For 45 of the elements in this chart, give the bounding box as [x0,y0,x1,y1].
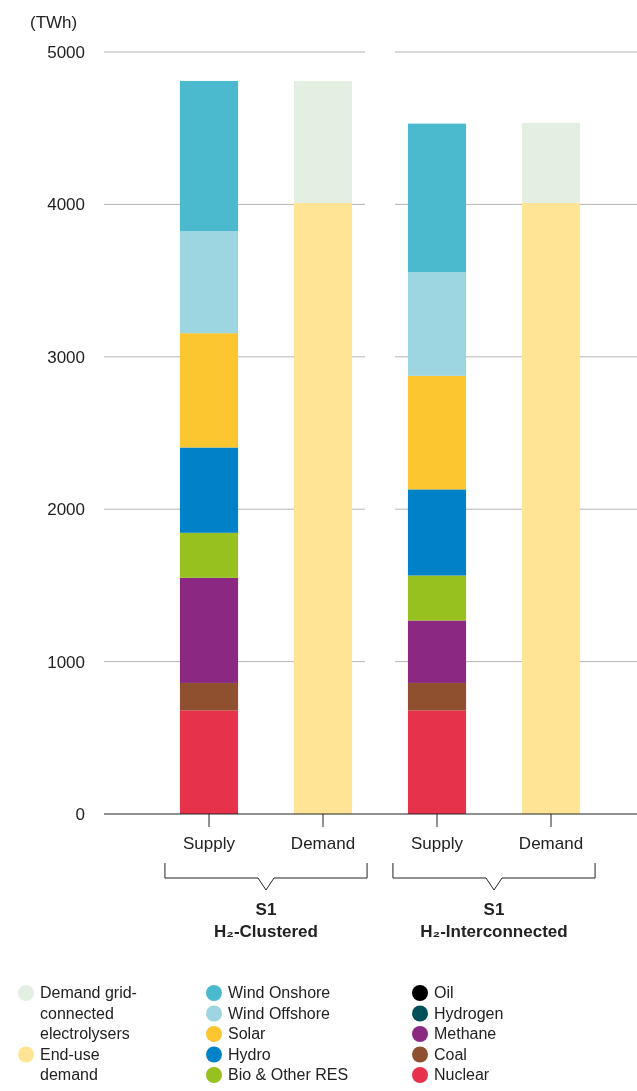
y-tick-label: 4000 [47,195,85,215]
legend-label: Bio & Other RES [228,1066,349,1083]
bar [293,80,353,203]
bar [407,682,467,711]
x-tick-label: Demand [518,834,584,853]
bar [407,710,467,814]
text: S1 H₂-Clustered [214,900,318,941]
bar [179,532,239,578]
legend-label: Hydro [228,1045,271,1063]
x-tick-label: Demand [290,834,356,853]
y-tick-label: 2000 [47,500,85,520]
legend-label: Methane [434,1025,497,1042]
bar [407,375,467,490]
bar [407,123,467,273]
bar [407,272,467,376]
y-tick-label: 3000 [47,347,85,367]
bar [179,447,239,533]
bar [293,202,353,814]
bar [179,80,239,232]
y-tick-label: 1000 [47,652,85,672]
legend-label: Wind Offshore [228,1004,331,1022]
legend-label: End-use demand [40,1045,100,1083]
legend-label: Coal [434,1045,467,1063]
text: S1 H₂-Interconnected [420,900,568,941]
bar [179,710,239,814]
bar [179,333,239,448]
x-tick-label: Supply [183,834,236,853]
legend-label: Wind Onshore [228,984,331,1001]
bar [179,231,239,334]
legend-label: Hydrogen [434,1004,504,1022]
y-tick-label: 5000 [47,42,85,62]
legend-label: Solar [228,1025,267,1042]
bar [407,575,467,621]
bar [179,682,239,711]
legend-label: Oil [434,984,454,1001]
bar [521,122,581,203]
bar [407,620,467,683]
y-tick-label: 0 [75,804,85,824]
x-tick-label: Supply [411,834,464,853]
bar [407,489,467,576]
legend-label: Demand grid-connected electrolysers [40,984,137,1042]
bar [521,202,581,814]
legend-label: Nuclear [434,1066,490,1083]
bar [179,577,239,683]
y-axis-title: (TWh) [30,13,78,32]
